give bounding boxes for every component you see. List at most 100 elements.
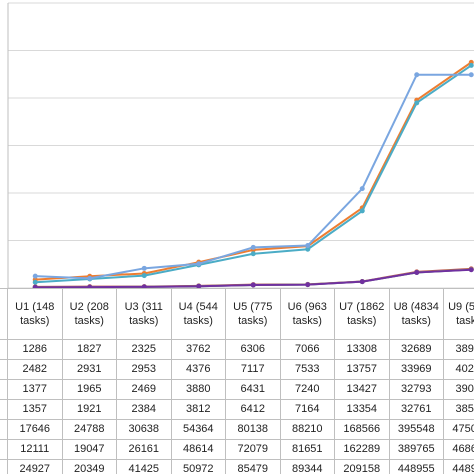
table-cell: 395548	[389, 420, 444, 440]
table-cell: 448955	[390, 460, 444, 474]
table-cell: 50972	[172, 460, 226, 474]
table-cell: 468600	[444, 440, 474, 460]
point	[359, 208, 365, 214]
point	[141, 284, 147, 288]
row-label	[0, 360, 8, 380]
point	[196, 283, 202, 288]
table-cell: 4376	[171, 360, 226, 380]
row-label	[0, 400, 8, 420]
table-cell: 38900	[444, 340, 474, 360]
table-cell: 1965	[62, 380, 117, 400]
point	[359, 279, 365, 285]
table-cell: 88210	[280, 420, 335, 440]
column-header: U3 (311 tasks)	[117, 288, 172, 340]
point	[141, 265, 147, 271]
table-cell: 33969	[389, 360, 444, 380]
table-cell: 80138	[226, 420, 281, 440]
table-cell: 13757	[335, 360, 390, 380]
table-cell: 81651	[280, 440, 335, 460]
table-corner	[0, 288, 8, 340]
table-cell: 32689	[389, 340, 444, 360]
point	[196, 261, 202, 267]
column-header: U4 (544 tasks)	[171, 288, 226, 340]
point	[305, 282, 311, 288]
row-label	[0, 440, 8, 460]
table-cell: 19047	[62, 440, 117, 460]
table-cell: 7117	[226, 360, 281, 380]
table-cell: 2469	[117, 380, 172, 400]
table-cell: 26161	[117, 440, 172, 460]
chart	[7, 2, 474, 288]
table-cell: 39040	[444, 380, 474, 400]
table-cell: 7533	[280, 360, 335, 380]
column-header: U6 (963 tasks)	[280, 288, 335, 340]
table-cell: 162289	[335, 440, 390, 460]
table-cell: 7240	[280, 380, 335, 400]
point	[468, 62, 474, 68]
table-cell: 3762	[171, 340, 226, 360]
table-cell: 2953	[117, 360, 172, 380]
point	[250, 282, 256, 288]
row-label	[0, 380, 8, 400]
point	[468, 267, 474, 273]
point	[359, 186, 365, 192]
point	[87, 275, 93, 281]
point	[414, 100, 420, 106]
table-cell: 448900	[444, 460, 474, 474]
row-label	[0, 460, 8, 474]
table-cell: 32761	[389, 400, 444, 420]
point	[250, 251, 256, 257]
table-cell: 1357	[8, 400, 63, 420]
table-cell: 3812	[171, 400, 226, 420]
point	[414, 269, 420, 275]
point	[32, 273, 38, 279]
row-label	[0, 340, 8, 360]
point	[141, 273, 147, 279]
table-cell: 20349	[63, 460, 117, 474]
point	[87, 284, 93, 288]
row-label	[0, 420, 8, 440]
table-cell: 475000	[444, 420, 474, 440]
table-cell: 41425	[117, 460, 172, 474]
table-cell: 209158	[335, 460, 390, 474]
table-cell: 389765	[389, 440, 444, 460]
table-cell: 2384	[117, 400, 172, 420]
point	[305, 243, 311, 249]
column-header: U1 (148 tasks)	[8, 288, 63, 340]
column-header: U5 (775 tasks)	[226, 288, 281, 340]
table-cell: 2482	[8, 360, 63, 380]
table-cell: 3880	[171, 380, 226, 400]
point	[305, 246, 311, 252]
table-cell: 6431	[226, 380, 281, 400]
table-cell: 17646	[8, 420, 63, 440]
point	[468, 72, 474, 78]
table-cell: 6412	[226, 400, 281, 420]
table-cell: 54364	[171, 420, 226, 440]
table-cell: 32793	[389, 380, 444, 400]
table-cell: 6306	[226, 340, 281, 360]
table-cell: 13427	[335, 380, 390, 400]
column-header: U7 (1862 tasks)	[335, 288, 390, 340]
table-cell: 168566	[335, 420, 390, 440]
table-cell: 38500	[444, 400, 474, 420]
table-cell: 72079	[226, 440, 281, 460]
table-cell: 85479	[226, 460, 281, 474]
column-header: U2 (208 tasks)	[62, 288, 117, 340]
column-header: U9 (5693 tasks)	[444, 288, 474, 340]
table-cell: 1827	[62, 340, 117, 360]
table-cell: 7164	[280, 400, 335, 420]
table-cell: 1377	[8, 380, 63, 400]
table-cell: 2931	[62, 360, 117, 380]
table-cell: 24788	[62, 420, 117, 440]
table-cell: 1921	[62, 400, 117, 420]
table-cell: 13354	[335, 400, 390, 420]
point	[250, 244, 256, 250]
table-cell: 1286	[8, 340, 63, 360]
table-cell: 7066	[280, 340, 335, 360]
table-cell: 13308	[335, 340, 390, 360]
table-cell: 89344	[281, 460, 335, 474]
point	[414, 72, 420, 78]
table-cell: 30638	[117, 420, 172, 440]
